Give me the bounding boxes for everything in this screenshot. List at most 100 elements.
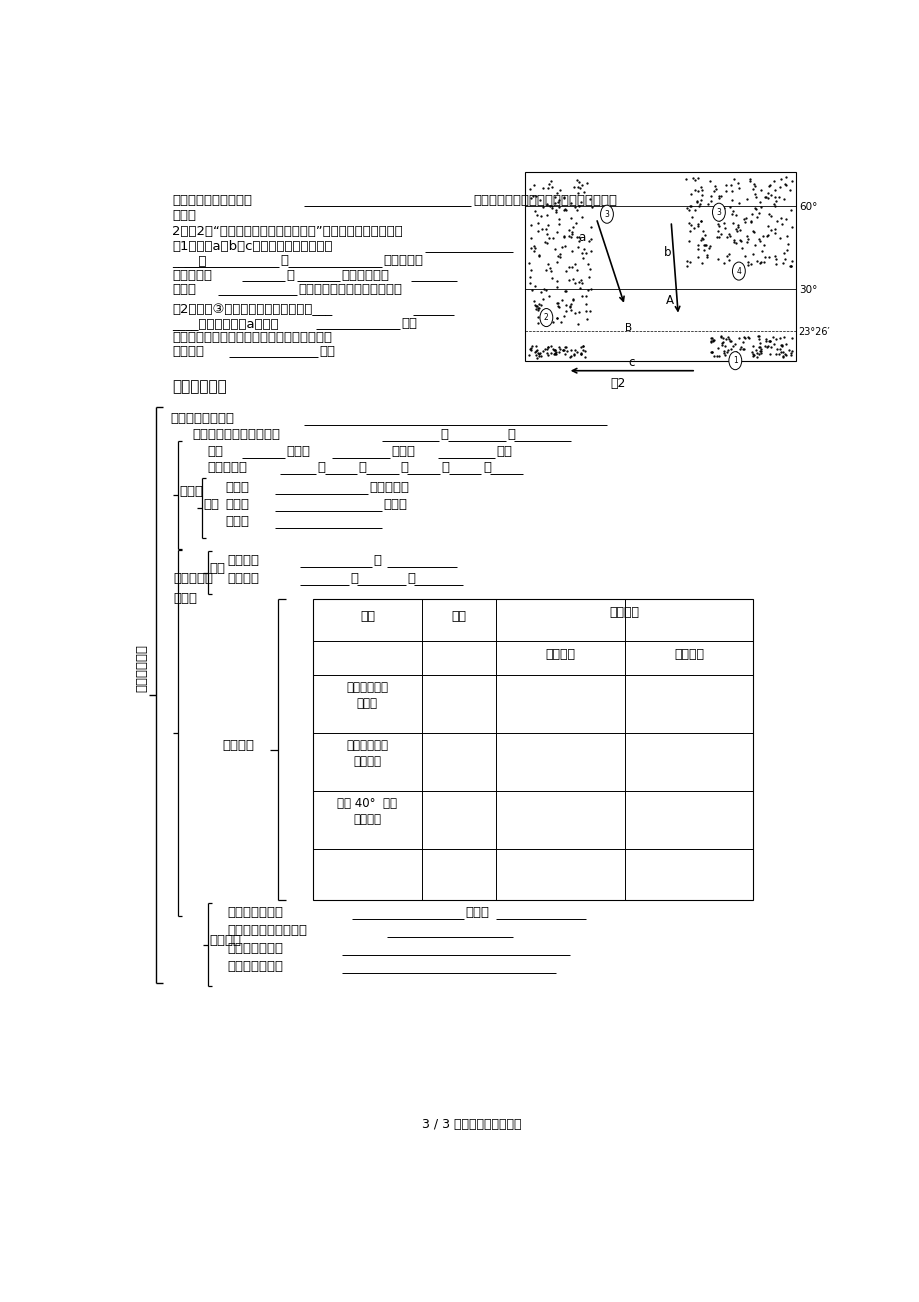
Point — [559, 260, 573, 281]
Point — [746, 176, 761, 197]
Point — [524, 336, 539, 357]
Point — [547, 344, 562, 365]
Point — [562, 296, 577, 316]
Point — [529, 212, 544, 233]
Point — [767, 180, 782, 201]
Point — [706, 329, 720, 350]
Text: 分类: 分类 — [209, 562, 225, 575]
Point — [529, 340, 544, 361]
Point — [720, 243, 735, 264]
Point — [776, 187, 790, 208]
Point — [767, 195, 782, 216]
Point — [530, 344, 545, 365]
Point — [575, 247, 590, 268]
Point — [716, 214, 731, 234]
Point — [540, 215, 555, 236]
Point — [719, 246, 733, 267]
Point — [525, 185, 539, 206]
Point — [583, 189, 597, 210]
Point — [542, 195, 557, 216]
Point — [567, 273, 582, 294]
Point — [573, 277, 587, 298]
Point — [569, 341, 584, 362]
Point — [705, 329, 720, 350]
Point — [583, 241, 597, 262]
Text: c: c — [628, 355, 634, 368]
Point — [573, 286, 588, 307]
Point — [522, 272, 537, 293]
Point — [546, 339, 561, 359]
Point — [728, 204, 743, 225]
Point — [573, 344, 588, 365]
Point — [768, 190, 783, 211]
Point — [689, 214, 704, 234]
Point — [540, 337, 555, 358]
Text: 改造了: 改造了 — [225, 516, 249, 529]
Point — [540, 254, 555, 275]
Point — [777, 344, 791, 365]
Point — [707, 203, 721, 224]
Point — [688, 190, 703, 211]
Point — [561, 220, 575, 241]
Point — [717, 345, 732, 366]
Text: 循环: 循环 — [496, 445, 512, 458]
Point — [584, 217, 598, 238]
Point — [741, 328, 755, 349]
Point — [539, 233, 554, 254]
Point — [533, 206, 548, 227]
Point — [563, 299, 578, 320]
Point — [565, 217, 580, 238]
Point — [693, 211, 708, 232]
Text: 3: 3 — [604, 210, 608, 219]
Point — [557, 225, 572, 246]
Point — [556, 187, 571, 208]
Point — [729, 220, 743, 241]
Point — [532, 342, 547, 363]
Point — [686, 199, 701, 220]
Point — [580, 280, 595, 301]
Point — [547, 193, 562, 214]
Point — [526, 174, 540, 195]
Point — [694, 185, 709, 206]
Point — [575, 340, 590, 361]
Point — [728, 341, 743, 362]
Point — [530, 220, 545, 241]
Point — [562, 270, 576, 290]
Text: （2）图中③处附近海域为世界著名的___: （2）图中③处附近海域为世界著名的___ — [172, 302, 332, 315]
Text: 洋流及其地: 洋流及其地 — [174, 573, 213, 586]
Point — [558, 301, 573, 322]
Point — [772, 228, 787, 249]
Point — [759, 225, 774, 246]
Point — [720, 327, 734, 348]
Point — [739, 225, 754, 246]
Point — [544, 268, 559, 289]
Point — [521, 253, 536, 273]
Point — [728, 233, 743, 254]
Point — [705, 331, 720, 352]
Point — [763, 206, 777, 227]
Text: 世界著名渔场多分布于: 世界著名渔场多分布于 — [227, 924, 307, 937]
Point — [679, 198, 694, 219]
Point — [571, 172, 585, 193]
Point — [577, 341, 592, 362]
Point — [723, 331, 738, 352]
Point — [703, 185, 718, 206]
Point — [711, 227, 726, 247]
Point — [724, 203, 739, 224]
Point — [578, 299, 593, 320]
Point — [774, 336, 789, 357]
Point — [766, 246, 781, 267]
Point — [557, 199, 572, 220]
Point — [726, 168, 741, 189]
Point — [709, 227, 723, 247]
Point — [554, 236, 569, 256]
Point — [739, 189, 754, 210]
Text: 循环。: 循环。 — [172, 210, 196, 223]
Text: 影响气候，暖流: 影响气候，暖流 — [227, 906, 283, 919]
Point — [722, 225, 737, 246]
Point — [583, 229, 597, 250]
Point — [537, 232, 551, 253]
Point — [562, 225, 576, 246]
Point — [778, 240, 793, 260]
Point — [773, 168, 788, 189]
